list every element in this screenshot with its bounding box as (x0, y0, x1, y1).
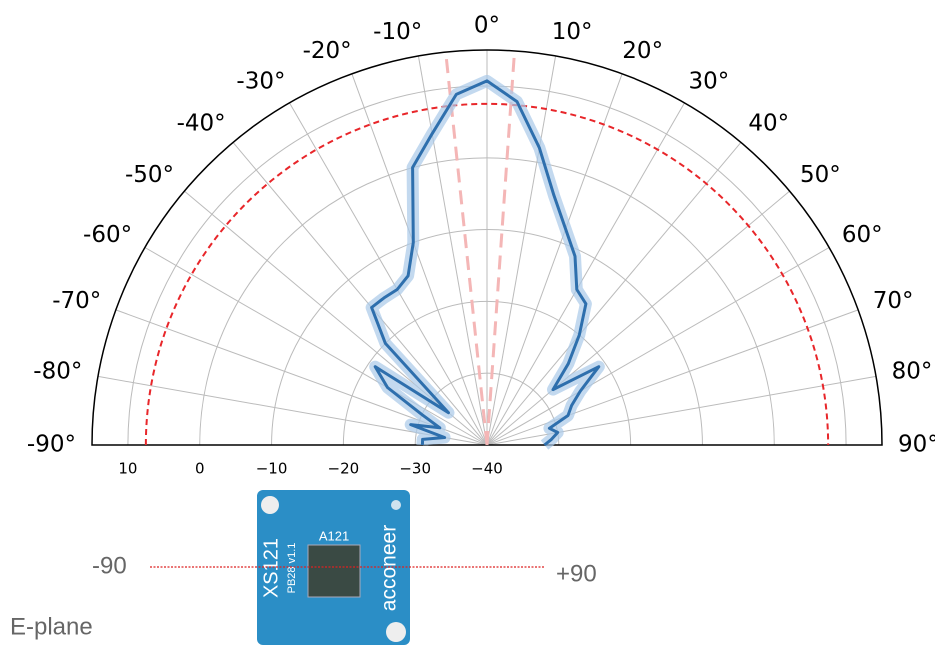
grid-spoke (486, 375, 877, 446)
grid-spoke (486, 55, 557, 446)
model-label: XS121 (260, 538, 282, 598)
reference-circle (144, 102, 830, 446)
theta-tick-label: -80° (33, 359, 82, 385)
r-tick-label: 0 (195, 460, 205, 478)
r-tick-label: −10 (256, 460, 288, 478)
grid-spoke (486, 247, 830, 446)
theta-tick-label: -70° (52, 288, 101, 314)
grid-spoke (486, 142, 742, 446)
theta-tick-label: 10° (552, 19, 593, 45)
theta-tick-label: -20° (303, 38, 352, 64)
grid-spoke (144, 247, 488, 446)
series-line (370, 79, 601, 447)
theta-tick-label: -90° (27, 432, 76, 458)
chip (307, 544, 361, 598)
grid-spoke (351, 73, 488, 446)
theta-tick-label: 30° (689, 69, 730, 95)
grid-spoke (232, 142, 488, 446)
brand-label: acconeer (378, 525, 401, 611)
theta-tick-label: 80° (892, 359, 933, 385)
right-label: +90 (556, 560, 597, 587)
grid-spoke (289, 102, 488, 446)
mount-hole (391, 500, 401, 510)
r-tick-label: 10 (118, 460, 137, 478)
r-tick-label: −30 (399, 460, 431, 478)
mount-hole (261, 496, 279, 514)
grid-spoke (486, 309, 859, 446)
outer-boundary (91, 49, 883, 446)
theta-tick-label: -10° (373, 19, 422, 45)
grid-spoke (417, 55, 488, 446)
theta-tick-label: 0° (474, 13, 500, 39)
theta-tick-label: 20° (622, 38, 663, 64)
theta-tick-label: -40° (177, 111, 226, 137)
theta-tick-label: 60° (842, 222, 883, 248)
grid-spoke (486, 73, 623, 446)
theta-tick-label: 90° (898, 432, 935, 458)
left-label: -90 (92, 552, 127, 579)
mount-hole (386, 622, 406, 642)
r-tick-label: −40 (471, 460, 503, 478)
plane-label: E-plane (10, 613, 93, 640)
grid-spoke (486, 102, 685, 446)
theta-tick-label: -50° (125, 162, 174, 188)
grid-spoke (486, 190, 790, 446)
version-label: PB28 v1.1 (286, 543, 298, 594)
r-tick-label: −20 (328, 460, 360, 478)
theta-tick-label: 40° (748, 111, 789, 137)
reference-angle (485, 50, 517, 446)
theta-tick-label: 50° (800, 162, 841, 188)
chip-label: A121 (319, 528, 349, 543)
theta-tick-label: 70° (873, 288, 914, 314)
series-band (365, 74, 605, 450)
theta-tick-label: -60° (83, 222, 132, 248)
theta-tick-label: -30° (236, 69, 285, 95)
